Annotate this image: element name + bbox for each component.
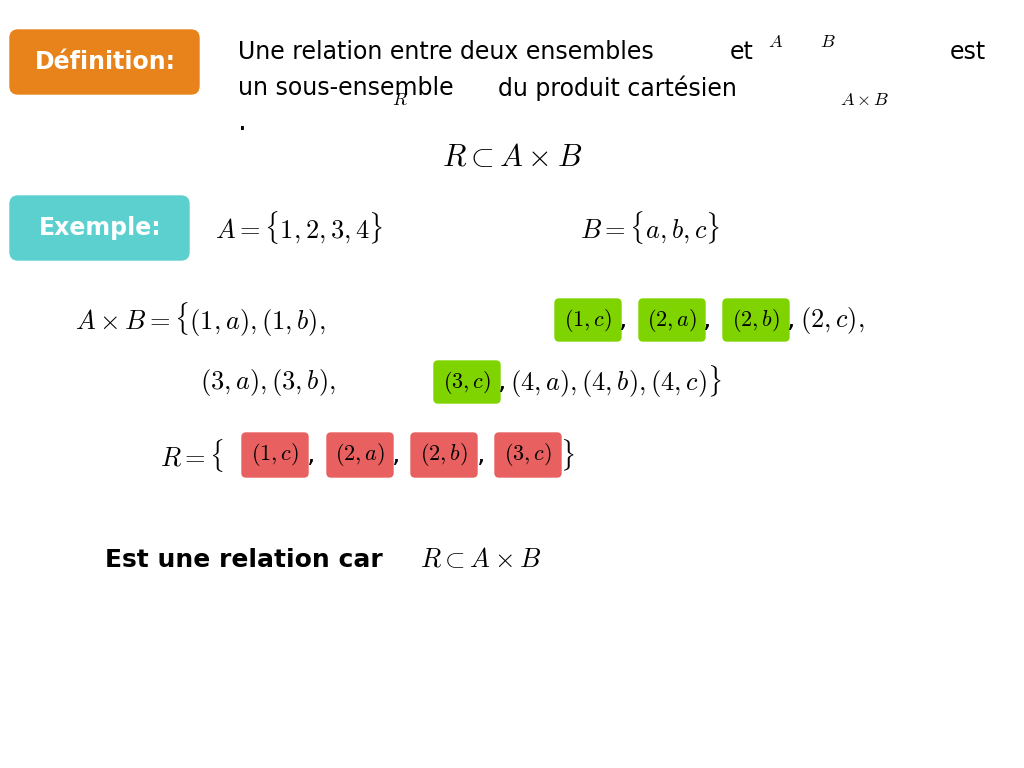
Text: $(1, c)$: $(1, c)$ — [251, 442, 299, 468]
Text: $R$: $R$ — [392, 91, 408, 109]
FancyBboxPatch shape — [10, 30, 199, 94]
Text: $B = \{a, b, c\}$: $B = \{a, b, c\}$ — [580, 210, 720, 247]
Text: $\}$: $\}$ — [560, 437, 574, 472]
FancyBboxPatch shape — [10, 196, 189, 260]
FancyBboxPatch shape — [242, 433, 308, 477]
Text: $(3, c)$: $(3, c)$ — [504, 442, 552, 468]
Text: ,: , — [787, 307, 796, 333]
FancyBboxPatch shape — [495, 433, 561, 477]
Text: $A$: $A$ — [768, 33, 783, 51]
Text: $(2, c),$: $(2, c),$ — [800, 304, 864, 336]
FancyBboxPatch shape — [411, 433, 477, 477]
Text: Exemple:: Exemple: — [39, 216, 162, 240]
FancyBboxPatch shape — [639, 299, 705, 341]
FancyBboxPatch shape — [327, 433, 393, 477]
Text: du produit cartésien: du produit cartésien — [498, 75, 737, 101]
Text: un sous-ensemble: un sous-ensemble — [238, 76, 454, 100]
Text: ,: , — [307, 442, 315, 468]
Text: est: est — [950, 40, 986, 64]
Text: $(3, c)$: $(3, c)$ — [443, 369, 490, 396]
Text: et: et — [730, 40, 754, 64]
Text: $(2, a)$: $(2, a)$ — [335, 442, 385, 468]
Text: $(1, c)$: $(1, c)$ — [564, 306, 612, 333]
Text: $(2, a)$: $(2, a)$ — [647, 306, 697, 333]
FancyBboxPatch shape — [723, 299, 790, 341]
Text: Est une relation car: Est une relation car — [105, 548, 383, 572]
Text: $(3, a),(3, b),$: $(3, a),(3, b),$ — [200, 366, 336, 398]
Text: $(4, a),(4, b),(4, c)\}$: $(4, a),(4, b),(4, c)\}$ — [510, 363, 722, 400]
Text: $R = \{$: $R = \{$ — [160, 436, 224, 474]
Text: ,: , — [392, 442, 400, 468]
Text: $A \times B$: $A \times B$ — [840, 91, 890, 109]
Text: ,: , — [703, 307, 712, 333]
Text: ,: , — [618, 307, 628, 333]
Text: $B$: $B$ — [820, 33, 836, 51]
FancyBboxPatch shape — [555, 299, 621, 341]
Text: $(2, b)$: $(2, b)$ — [732, 306, 780, 333]
Text: $R \subset A \times B$: $R \subset A \times B$ — [442, 144, 582, 173]
Text: $R \subset A \times B$: $R \subset A \times B$ — [420, 547, 542, 573]
Text: $A \times B = \{(1, a),(1, b),$: $A \times B = \{(1, a),(1, b),$ — [75, 301, 326, 339]
Text: ,: , — [477, 442, 485, 468]
Text: $(2, b)$: $(2, b)$ — [420, 442, 468, 468]
FancyBboxPatch shape — [434, 361, 500, 403]
Text: $A = \{1, 2, 3, 4\}$: $A = \{1, 2, 3, 4\}$ — [215, 210, 383, 247]
Text: Une relation entre deux ensembles: Une relation entre deux ensembles — [238, 40, 653, 64]
Text: Définition:: Définition: — [35, 50, 175, 74]
Text: ,: , — [498, 369, 507, 395]
Text: .: . — [238, 108, 247, 136]
